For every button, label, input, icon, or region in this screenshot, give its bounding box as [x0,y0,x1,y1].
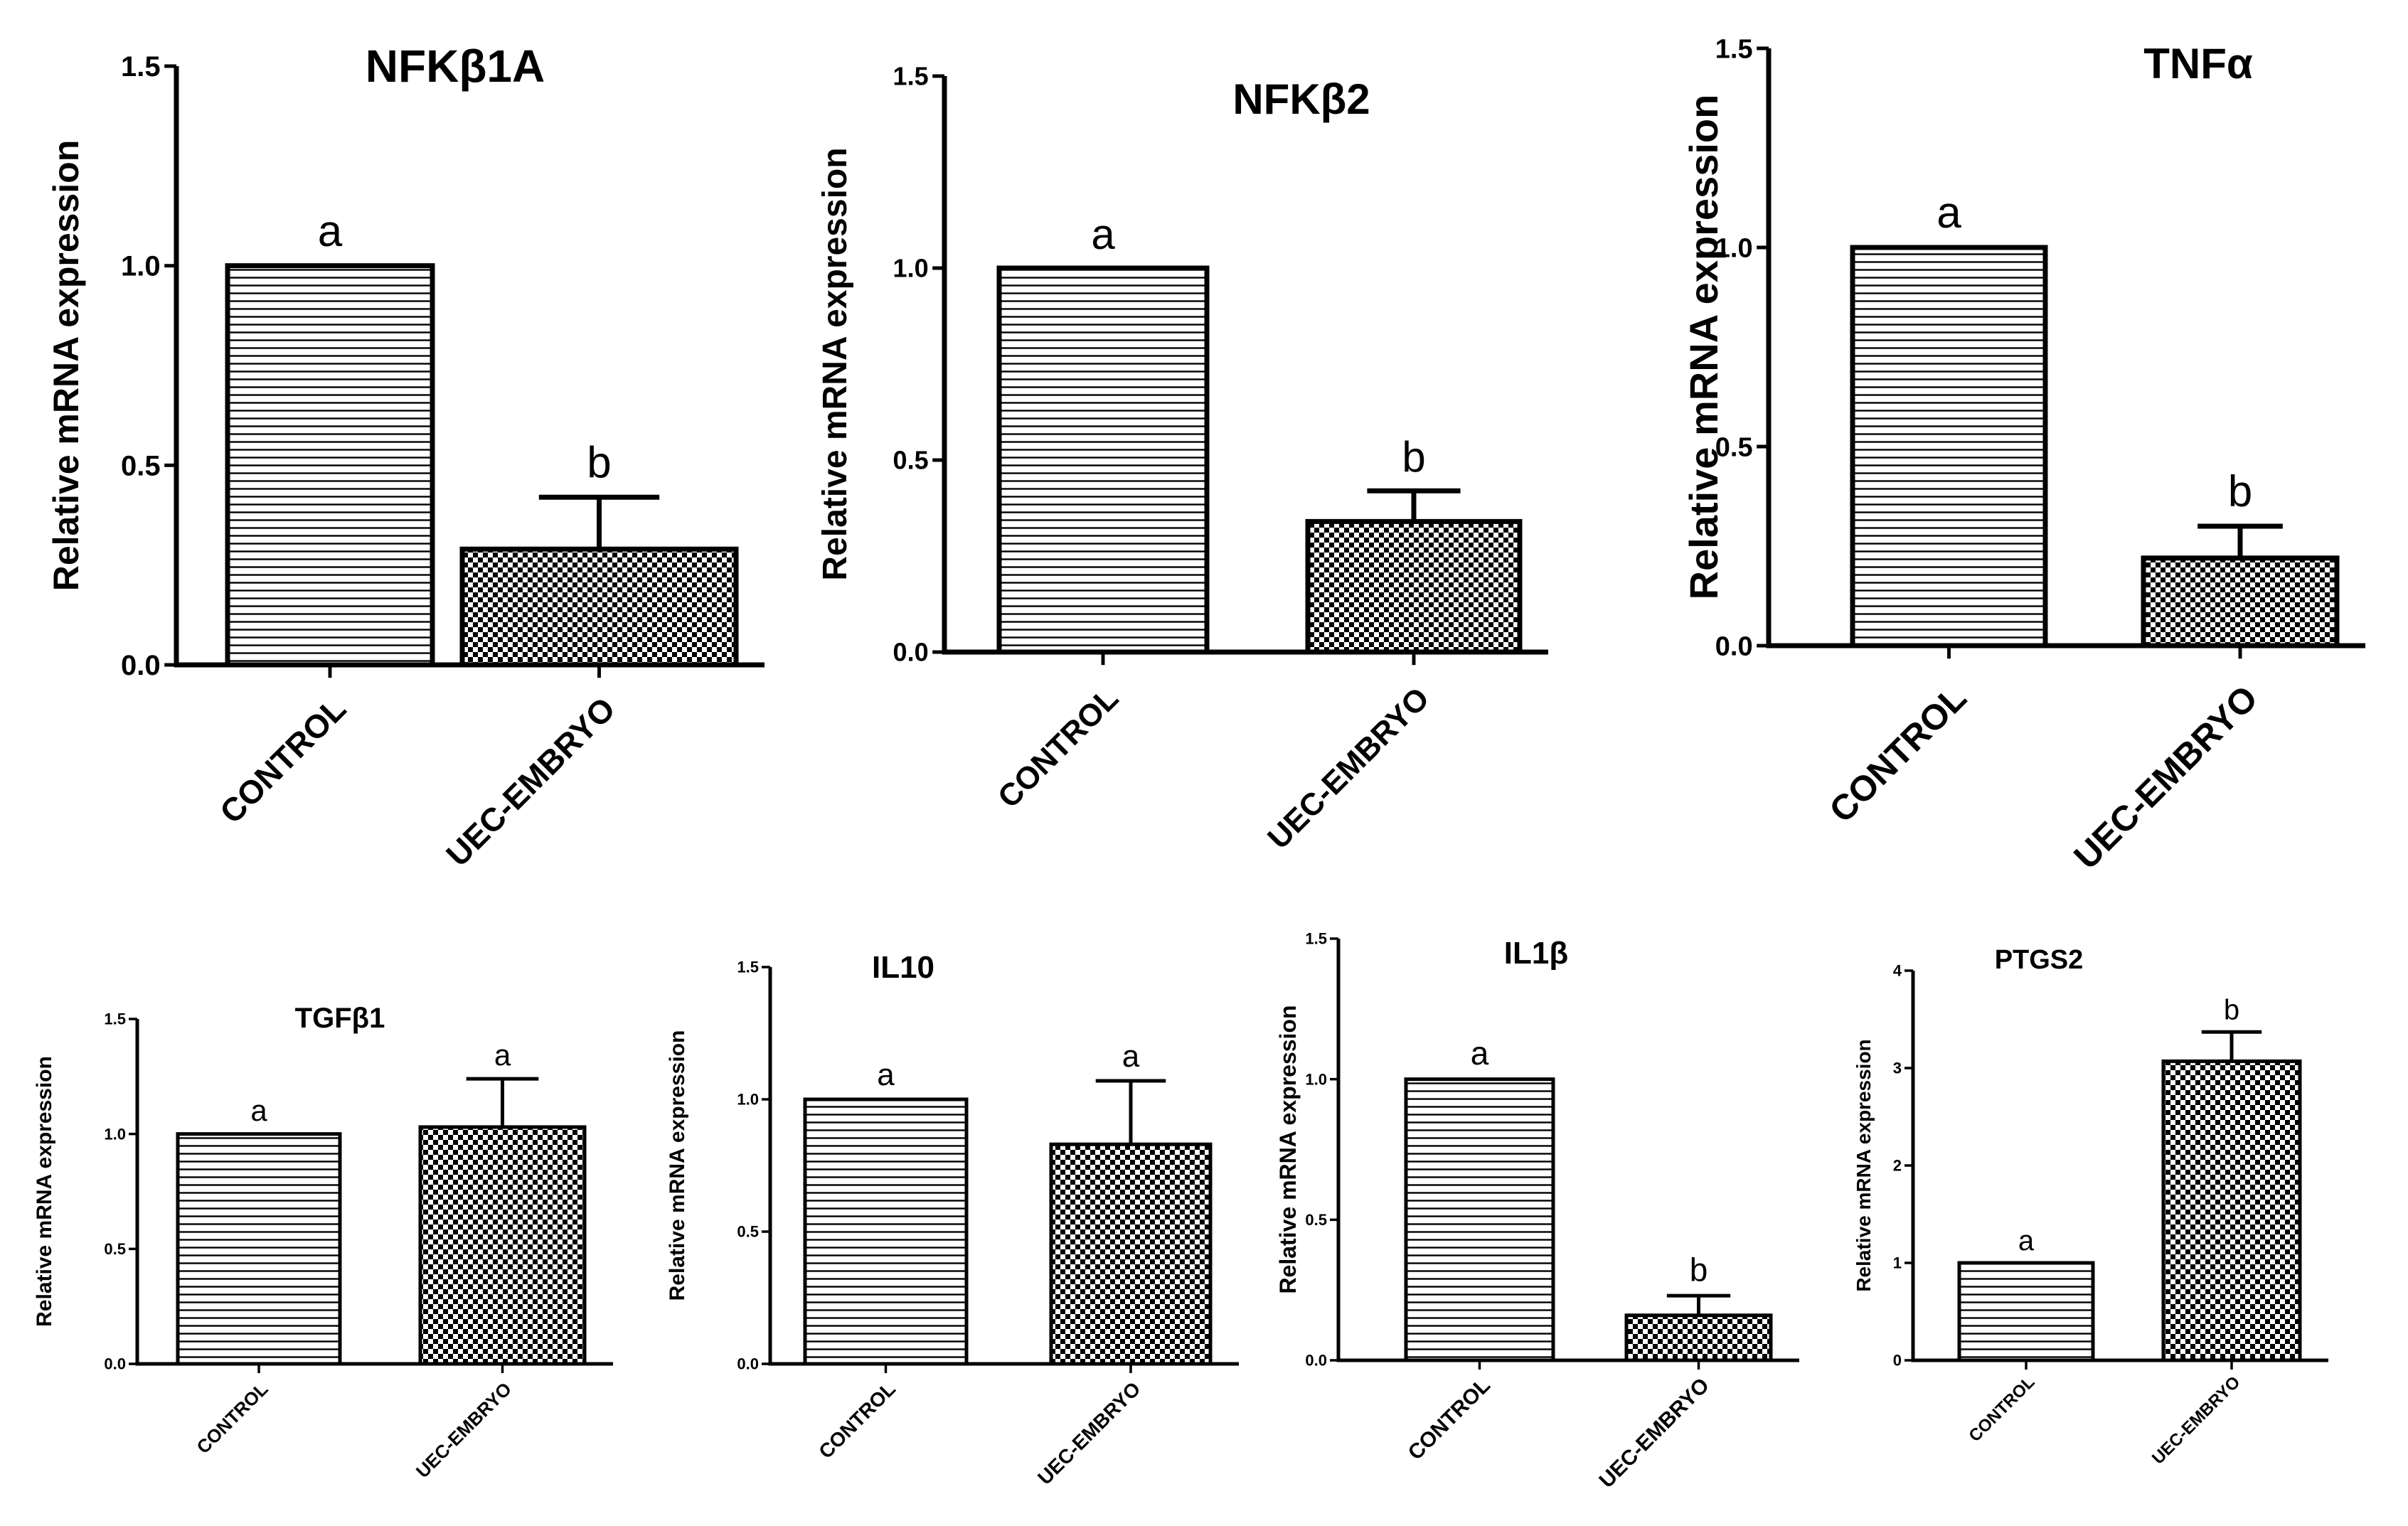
x-tick-label: UEC-EMBRYO [2148,1372,2244,1468]
y-tick-label: 1.0 [104,1125,126,1143]
significance-letter: b [1690,1251,1708,1288]
significance-letter: a [2018,1225,2035,1256]
chart-panel-6: a CONTROL b UEC-EMBRYO 0.0 0.5 1.0 1.5 Relative … [1275,930,1799,1493]
y-tick-label: 0.0 [104,1355,126,1373]
significance-letter: a [1471,1035,1489,1072]
x-tick-label: CONTROL [213,690,353,831]
y-tick-label: 0.5 [121,450,161,481]
x-tick-label: CONTROL [192,1378,272,1458]
x-tick-label: UEC-EMBRYO [2066,678,2265,877]
chart-panel-7: a CONTROL b UEC-EMBRYO 0 1 2 3 4 Relative mRNA ex… [1853,945,2328,1468]
y-tick-label: 2 [1893,1157,1902,1175]
bar-uec-embryo [418,1125,587,1366]
y-tick-label: 1.5 [893,62,929,91]
y-tick-label: 0.5 [104,1240,126,1258]
y-axis-label: Relative mRNA expression [1853,1039,1875,1291]
bar-uec-embryo [2161,1059,2302,1362]
y-tick-label: 1.0 [893,254,929,283]
y-axis-label: Relative mRNA expression [33,1056,56,1327]
y-tick-label: 1 [1893,1254,1902,1272]
y-tick-label: 1.5 [1305,930,1327,948]
y-tick-label: 1.5 [737,959,759,976]
bar-control [1404,1077,1555,1362]
y-tick-label: 0.0 [737,1355,759,1373]
y-axis-label: Relative mRNA expression [666,1030,689,1301]
chart-panel-2: a CONTROL b UEC-EMBRYO 0.0 0.5 1.0 1.5 Relative … [816,62,1548,856]
bar-uec-embryo [1624,1313,1773,1362]
y-tick-label: 1.5 [104,1010,126,1028]
bar-uec-embryo [459,546,739,668]
y-tick-label: 1.5 [121,51,161,82]
significance-letter: b [2228,467,2252,516]
y-tick-label: 0.0 [1715,631,1753,661]
y-tick-label: 1.5 [1715,34,1753,64]
y-tick-label: 0.5 [893,446,929,475]
chart-title: TNFα [2143,40,2253,87]
x-tick-label: CONTROL [1965,1372,2038,1446]
chart-title: IL10 [872,950,934,985]
y-axis-label: Relative mRNA expression [46,140,86,592]
significance-letter: a [877,1057,895,1092]
chart-title: TGFβ1 [295,1003,385,1034]
significance-letter: a [494,1038,511,1072]
y-axis-label: Relative mRNA expression [1681,95,1726,600]
chart-title: NFKβ1A [366,41,545,92]
chart-panel-3: a CONTROL b UEC-EMBRYO 0.0 0.5 1.0 1.5 Relative … [1681,34,2365,877]
y-tick-label: 4 [1893,962,1902,980]
bar-uec-embryo [2141,555,2340,649]
bar-uec-embryo [1049,1142,1213,1366]
y-tick-label: 0.5 [1715,432,1753,462]
significance-letter: b [587,438,611,487]
y-tick-label: 0.0 [893,638,929,667]
y-tick-label: 0 [1893,1352,1902,1370]
x-tick-label: CONTROL [814,1377,900,1463]
y-tick-label: 0.5 [1305,1211,1327,1229]
x-tick-label: UEC-EMBRYO [1261,681,1436,855]
chart-panel-4: a CONTROL a UEC-EMBRYO 0.0 0.5 1.0 1.5 Relative … [33,1003,613,1482]
x-tick-label: UEC-EMBRYO [439,690,622,873]
chart-title: PTGS2 [1995,945,2084,975]
y-axis-label: Relative mRNA expression [1275,1005,1301,1293]
bar-control [225,263,435,668]
significance-letter: a [1936,188,1961,238]
y-tick-label: 1.0 [737,1091,759,1109]
significance-letter: b [2224,994,2239,1025]
chart-title: NFKβ2 [1232,75,1370,123]
y-tick-label: 0.0 [121,650,161,681]
y-tick-label: 1.0 [121,251,161,282]
y-tick-label: 0.0 [1305,1352,1327,1370]
bar-control [1957,1261,2095,1362]
significance-letter: a [318,207,343,256]
x-tick-label: UEC-EMBRYO [1033,1377,1144,1488]
y-tick-label: 0.5 [737,1223,759,1241]
significance-letter: a [1122,1039,1140,1074]
y-tick-label: 1.0 [1715,233,1753,263]
x-tick-label: CONTROL [991,681,1125,814]
significance-letter: b [1402,433,1425,481]
significance-letter: a [1091,210,1115,258]
chart-panel-5: a CONTROL a UEC-EMBRYO 0.0 0.5 1.0 1.5 Relative … [666,950,1239,1489]
bar-uec-embryo [1305,518,1523,655]
y-axis-label: Relative mRNA expression [816,147,854,580]
y-tick-label: 3 [1893,1060,1902,1077]
x-tick-label: UEC-EMBRYO [1594,1374,1714,1493]
chart-title: IL1β [1504,936,1568,971]
x-tick-label: UEC-EMBRYO [412,1378,516,1482]
x-tick-label: CONTROL [1821,678,1973,830]
bar-control [996,265,1210,655]
chart-panel-1: a CONTROL b UEC-EMBRYO 0.0 0.5 1.0 1.5 Relative … [46,41,765,873]
y-tick-label: 1.0 [1305,1070,1327,1088]
bar-control [803,1097,969,1366]
x-tick-label: CONTROL [1404,1374,1495,1465]
bar-control [1850,245,2048,649]
bar-control [176,1132,342,1366]
significance-letter: a [250,1094,267,1127]
